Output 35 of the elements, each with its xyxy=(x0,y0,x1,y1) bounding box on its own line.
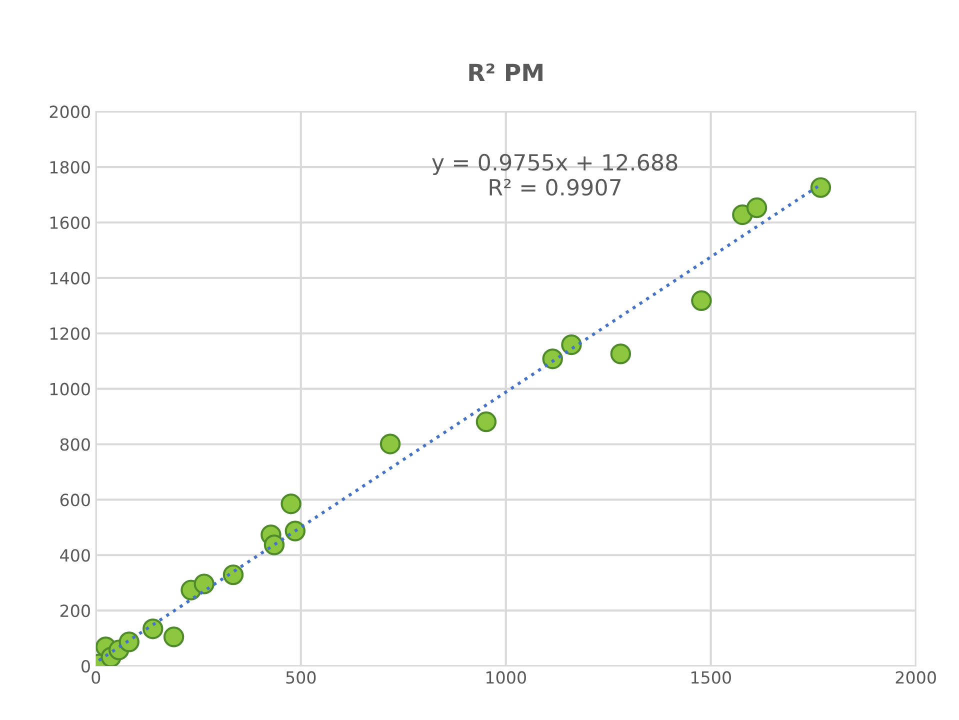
y-tick-label: 600 xyxy=(60,494,90,506)
point xyxy=(264,534,285,556)
y-tick-label: 1600 xyxy=(50,216,90,230)
point xyxy=(691,290,712,312)
point xyxy=(118,632,140,652)
point xyxy=(810,177,832,198)
point xyxy=(542,348,563,370)
point xyxy=(194,574,214,594)
point xyxy=(476,411,497,432)
x-tick-label: 0 xyxy=(92,671,100,684)
y-tick-label: 400 xyxy=(60,549,90,562)
chart-title: R² PM xyxy=(469,64,542,82)
x-tick-label: 1000 xyxy=(486,671,526,684)
y-tick-label: 1800 xyxy=(50,161,90,174)
point xyxy=(280,493,302,514)
y-tick-label: 200 xyxy=(60,604,90,618)
x-tick-label: 1500 xyxy=(691,671,731,684)
point xyxy=(142,618,164,640)
point xyxy=(561,334,582,356)
x-tick-label: 2000 xyxy=(896,671,936,684)
annotation: y = 0.9755x + 12.688 xyxy=(432,154,678,176)
y-tick-label: 1400 xyxy=(50,272,90,284)
y-tick-label: 1000 xyxy=(50,382,90,396)
y-tick-label: 1200 xyxy=(50,327,90,340)
point xyxy=(610,344,632,364)
annotation: R² = 0.9907 xyxy=(490,178,621,196)
point xyxy=(746,197,768,218)
y-tick-label: 800 xyxy=(60,438,90,451)
point xyxy=(222,564,244,586)
y-tick-label: 0 xyxy=(82,660,90,673)
x-tick-label: 500 xyxy=(286,671,316,684)
y-tick-label: 2000 xyxy=(50,106,90,118)
point xyxy=(380,434,401,454)
point xyxy=(284,520,306,542)
point xyxy=(163,626,184,648)
